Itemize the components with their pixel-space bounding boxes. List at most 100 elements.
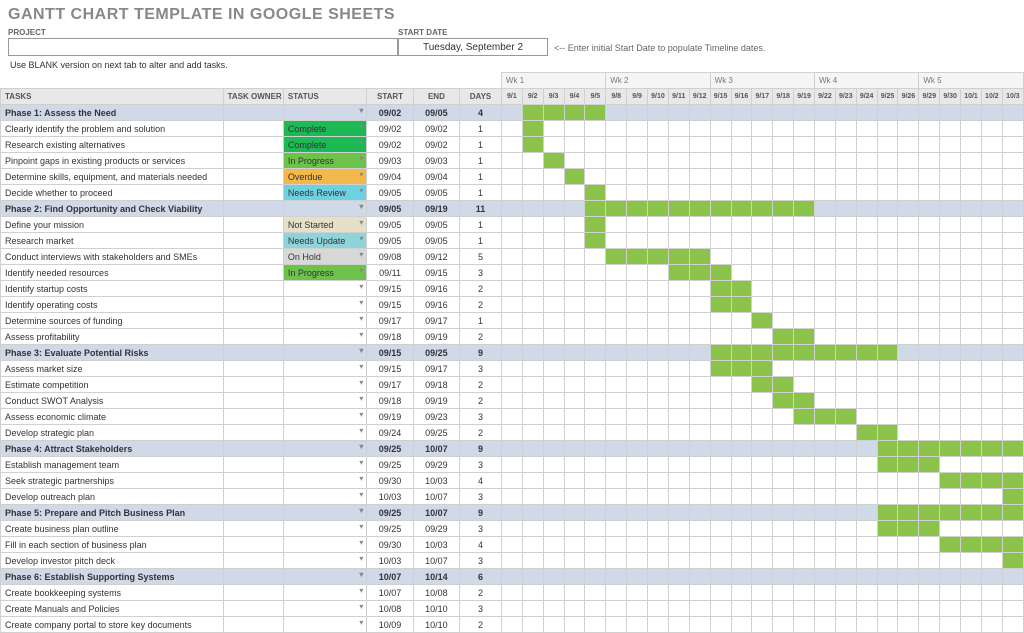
task-owner[interactable] — [223, 457, 283, 473]
task-owner[interactable] — [223, 425, 283, 441]
cell-end[interactable]: 09/05 — [413, 217, 459, 233]
cell-days[interactable]: 4 — [460, 473, 502, 489]
cell-days[interactable]: 2 — [460, 377, 502, 393]
cell-end[interactable]: 09/05 — [413, 233, 459, 249]
status-dropdown[interactable] — [283, 201, 366, 217]
cell-end[interactable]: 09/15 — [413, 265, 459, 281]
task-name[interactable]: Create business plan outline — [1, 521, 224, 537]
cell-start[interactable]: 09/11 — [367, 265, 413, 281]
cell-end[interactable]: 09/12 — [413, 249, 459, 265]
cell-end[interactable]: 10/08 — [413, 585, 459, 601]
status-dropdown[interactable] — [283, 345, 366, 361]
task-owner[interactable] — [223, 329, 283, 345]
status-dropdown[interactable] — [283, 521, 366, 537]
cell-start[interactable]: 09/25 — [367, 441, 413, 457]
task-owner[interactable] — [223, 537, 283, 553]
cell-days[interactable]: 1 — [460, 313, 502, 329]
cell-days[interactable]: 3 — [460, 521, 502, 537]
cell-days[interactable]: 2 — [460, 329, 502, 345]
cell-days[interactable]: 2 — [460, 585, 502, 601]
cell-end[interactable]: 10/03 — [413, 537, 459, 553]
status-dropdown[interactable] — [283, 393, 366, 409]
status-dropdown[interactable]: In Progress — [283, 153, 366, 169]
cell-start[interactable]: 10/07 — [367, 569, 413, 585]
status-dropdown[interactable] — [283, 377, 366, 393]
task-name[interactable]: Seek strategic partnerships — [1, 473, 224, 489]
cell-end[interactable]: 09/19 — [413, 201, 459, 217]
task-owner[interactable] — [223, 137, 283, 153]
cell-days[interactable]: 2 — [460, 393, 502, 409]
cell-end[interactable]: 09/17 — [413, 361, 459, 377]
task-name[interactable]: Phase 3: Evaluate Potential Risks — [1, 345, 224, 361]
status-dropdown[interactable]: Not Started — [283, 217, 366, 233]
status-dropdown[interactable] — [283, 537, 366, 553]
cell-start[interactable]: 09/05 — [367, 201, 413, 217]
cell-start[interactable]: 09/15 — [367, 345, 413, 361]
status-dropdown[interactable] — [283, 313, 366, 329]
task-name[interactable]: Establish management team — [1, 457, 224, 473]
cell-end[interactable]: 09/23 — [413, 409, 459, 425]
cell-end[interactable]: 09/04 — [413, 169, 459, 185]
task-owner[interactable] — [223, 233, 283, 249]
cell-end[interactable]: 09/25 — [413, 425, 459, 441]
status-dropdown[interactable]: Needs Review — [283, 185, 366, 201]
cell-days[interactable]: 2 — [460, 297, 502, 313]
task-name[interactable]: Create bookkeeping systems — [1, 585, 224, 601]
task-owner[interactable] — [223, 473, 283, 489]
cell-days[interactable]: 9 — [460, 441, 502, 457]
cell-days[interactable]: 2 — [460, 281, 502, 297]
cell-start[interactable]: 10/07 — [367, 585, 413, 601]
task-owner[interactable] — [223, 361, 283, 377]
task-owner[interactable] — [223, 105, 283, 121]
task-owner[interactable] — [223, 169, 283, 185]
status-dropdown[interactable]: Complete — [283, 137, 366, 153]
cell-end[interactable]: 09/05 — [413, 185, 459, 201]
task-name[interactable]: Assess market size — [1, 361, 224, 377]
cell-start[interactable]: 09/25 — [367, 505, 413, 521]
task-name[interactable]: Decide whether to proceed — [1, 185, 224, 201]
task-name[interactable]: Identify operating costs — [1, 297, 224, 313]
task-owner[interactable] — [223, 617, 283, 633]
task-owner[interactable] — [223, 553, 283, 569]
task-name[interactable]: Conduct SWOT Analysis — [1, 393, 224, 409]
task-name[interactable]: Pinpoint gaps in existing products or se… — [1, 153, 224, 169]
cell-days[interactable]: 3 — [460, 601, 502, 617]
task-name[interactable]: Identify needed resources — [1, 265, 224, 281]
cell-end[interactable]: 09/29 — [413, 457, 459, 473]
cell-days[interactable]: 1 — [460, 169, 502, 185]
status-dropdown[interactable]: Complete — [283, 121, 366, 137]
cell-days[interactable]: 3 — [460, 409, 502, 425]
task-owner[interactable] — [223, 313, 283, 329]
cell-start[interactable]: 09/08 — [367, 249, 413, 265]
status-dropdown[interactable] — [283, 473, 366, 489]
status-dropdown[interactable]: On Hold — [283, 249, 366, 265]
cell-end[interactable]: 10/03 — [413, 473, 459, 489]
cell-end[interactable]: 09/05 — [413, 105, 459, 121]
status-dropdown[interactable] — [283, 585, 366, 601]
task-owner[interactable] — [223, 281, 283, 297]
status-dropdown[interactable] — [283, 329, 366, 345]
task-name[interactable]: Develop strategic plan — [1, 425, 224, 441]
cell-start[interactable]: 09/05 — [367, 185, 413, 201]
task-owner[interactable] — [223, 217, 283, 233]
cell-end[interactable]: 09/19 — [413, 329, 459, 345]
cell-days[interactable]: 1 — [460, 121, 502, 137]
cell-start[interactable]: 10/03 — [367, 553, 413, 569]
cell-days[interactable]: 4 — [460, 537, 502, 553]
status-dropdown[interactable] — [283, 601, 366, 617]
status-dropdown[interactable]: Overdue — [283, 169, 366, 185]
task-owner[interactable] — [223, 393, 283, 409]
cell-start[interactable]: 10/03 — [367, 489, 413, 505]
cell-days[interactable]: 6 — [460, 569, 502, 585]
cell-days[interactable]: 5 — [460, 249, 502, 265]
cell-end[interactable]: 09/19 — [413, 393, 459, 409]
cell-days[interactable]: 3 — [460, 361, 502, 377]
cell-days[interactable]: 3 — [460, 265, 502, 281]
task-owner[interactable] — [223, 409, 283, 425]
status-dropdown[interactable] — [283, 105, 366, 121]
cell-days[interactable]: 3 — [460, 553, 502, 569]
cell-end[interactable]: 09/02 — [413, 121, 459, 137]
cell-days[interactable]: 3 — [460, 457, 502, 473]
task-name[interactable]: Identify startup costs — [1, 281, 224, 297]
task-owner[interactable] — [223, 153, 283, 169]
